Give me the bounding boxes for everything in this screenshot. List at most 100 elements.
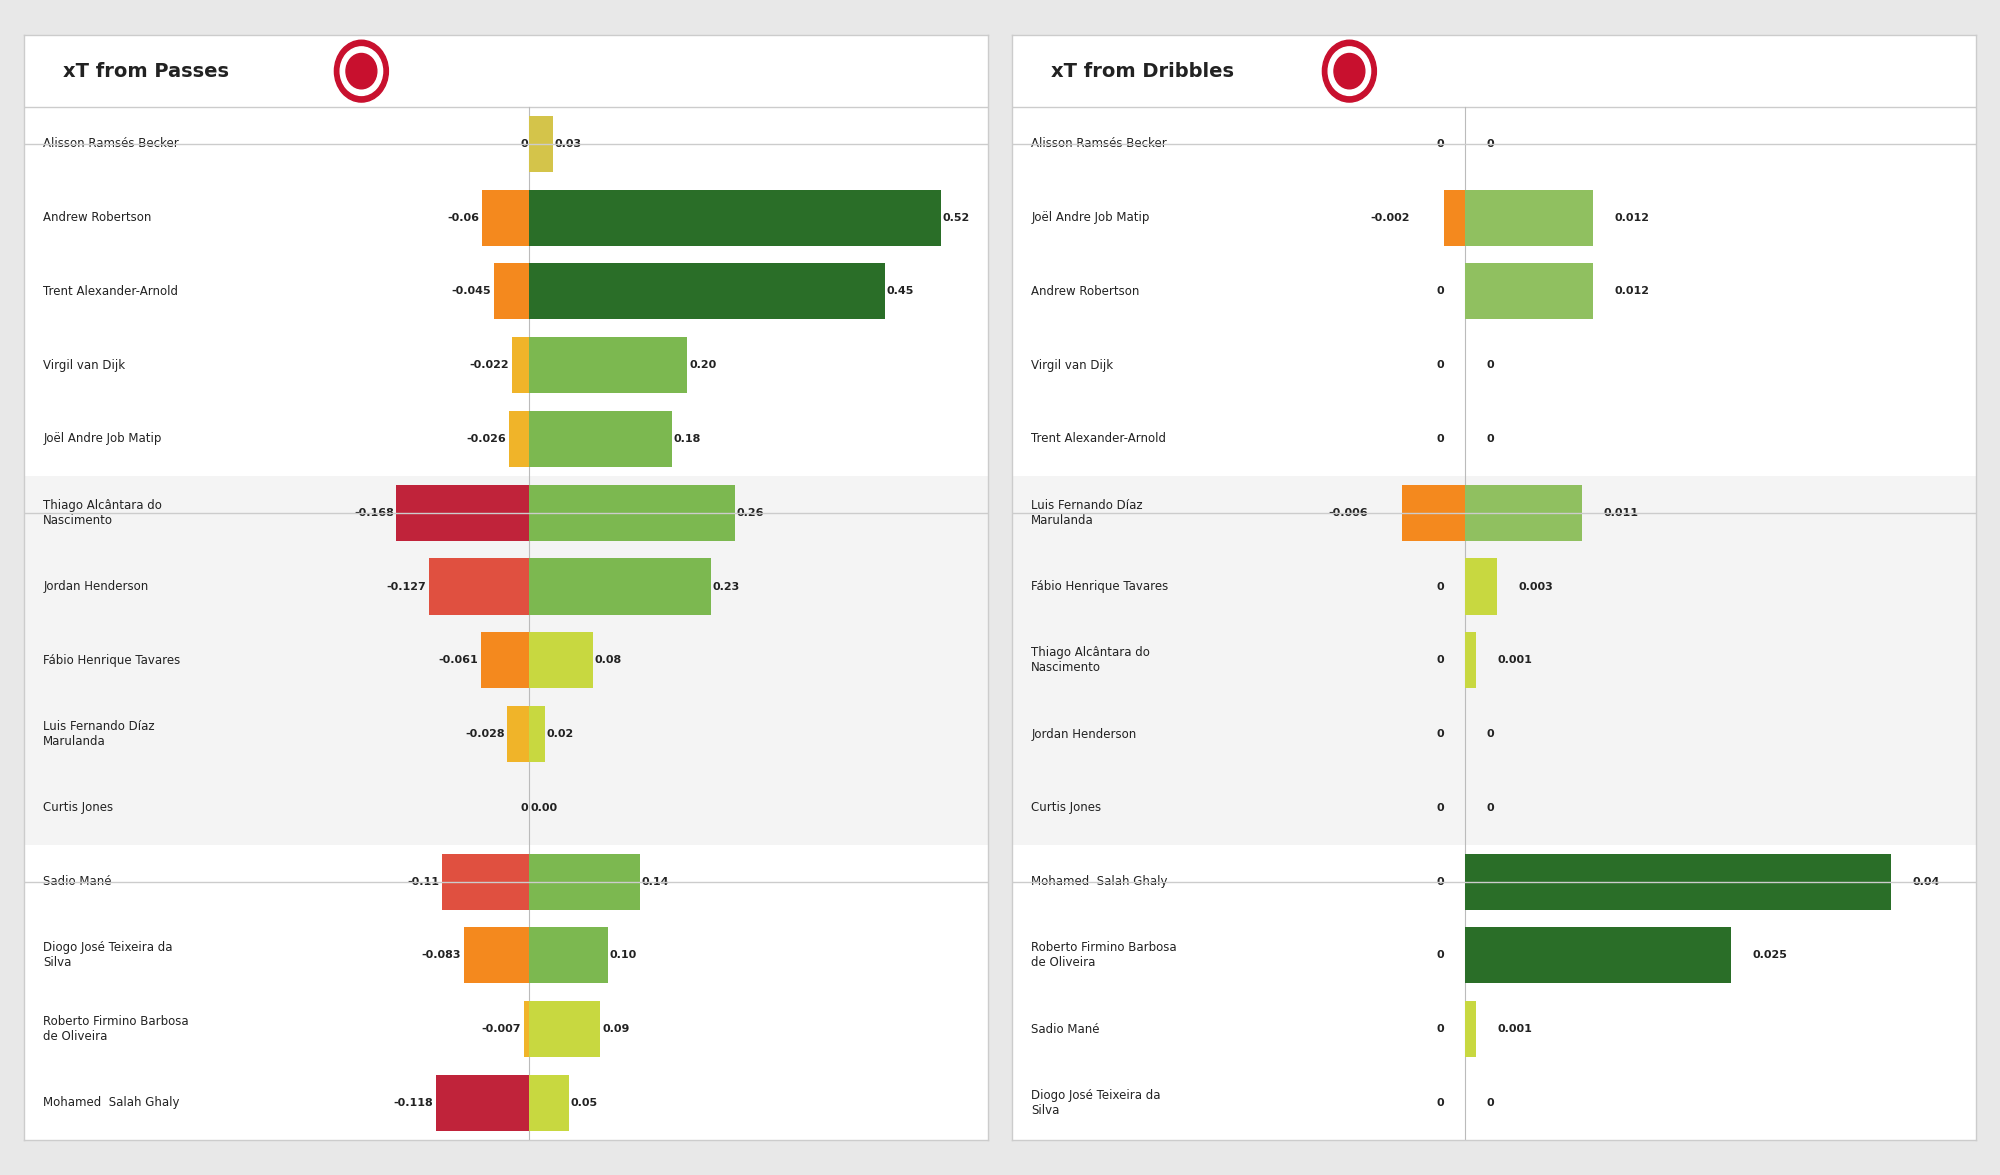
Text: 0: 0 xyxy=(1486,361,1494,370)
Bar xyxy=(1466,632,1476,689)
Text: 0.03: 0.03 xyxy=(554,139,582,149)
Bar xyxy=(24,771,988,845)
Text: 0.09: 0.09 xyxy=(602,1025,630,1034)
Text: Fábio Henrique Tavares: Fábio Henrique Tavares xyxy=(44,653,180,666)
Bar xyxy=(1012,1066,1976,1140)
Text: Thiago Alcântara do
Nascimento: Thiago Alcântara do Nascimento xyxy=(44,498,162,526)
Circle shape xyxy=(1328,47,1370,95)
Text: 0.003: 0.003 xyxy=(1518,582,1554,591)
Bar xyxy=(1466,558,1498,615)
Bar xyxy=(24,476,988,550)
Bar xyxy=(1466,1001,1476,1058)
Text: 0: 0 xyxy=(1436,1025,1444,1034)
Bar xyxy=(24,1066,988,1140)
Text: 0: 0 xyxy=(1436,656,1444,665)
Bar xyxy=(524,1001,530,1058)
Text: -0.028: -0.028 xyxy=(464,728,504,739)
Bar xyxy=(24,919,988,992)
Text: 0.14: 0.14 xyxy=(642,877,670,887)
Text: -0.026: -0.026 xyxy=(466,434,506,444)
Text: -0.022: -0.022 xyxy=(470,361,510,370)
Text: Fábio Henrique Tavares: Fábio Henrique Tavares xyxy=(1032,580,1168,593)
Bar xyxy=(24,845,988,919)
Text: Thiago Alcântara do
Nascimento: Thiago Alcântara do Nascimento xyxy=(1032,646,1150,674)
Text: 0.23: 0.23 xyxy=(712,582,740,591)
Text: Roberto Firmino Barbosa
de Oliveira: Roberto Firmino Barbosa de Oliveira xyxy=(44,1015,188,1043)
Bar xyxy=(530,337,688,394)
Bar xyxy=(24,35,988,107)
Bar xyxy=(530,263,886,320)
Bar xyxy=(1466,927,1732,983)
Text: Alisson Ramsés Becker: Alisson Ramsés Becker xyxy=(44,137,180,150)
Bar xyxy=(396,485,530,540)
Text: 0.04: 0.04 xyxy=(1912,877,1940,887)
Text: 0: 0 xyxy=(1486,1097,1494,1108)
Text: Luis Fernando Díaz
Marulanda: Luis Fernando Díaz Marulanda xyxy=(1032,498,1142,526)
Text: Curtis Jones: Curtis Jones xyxy=(44,801,114,814)
Bar xyxy=(1012,697,1976,771)
Bar xyxy=(530,927,608,983)
Text: Mohamed  Salah Ghaly: Mohamed Salah Ghaly xyxy=(1032,875,1168,888)
Bar xyxy=(530,1075,568,1130)
Bar xyxy=(24,550,988,624)
Text: -0.007: -0.007 xyxy=(482,1025,522,1034)
Text: 0.012: 0.012 xyxy=(1614,213,1650,223)
Text: 0.025: 0.025 xyxy=(1752,951,1788,960)
Text: 0.26: 0.26 xyxy=(736,508,764,518)
Bar xyxy=(530,116,552,172)
Bar xyxy=(1012,550,1976,624)
Bar xyxy=(530,853,640,909)
Text: 0: 0 xyxy=(1436,877,1444,887)
Text: Trent Alexander-Arnold: Trent Alexander-Arnold xyxy=(44,286,178,298)
Bar xyxy=(442,853,530,909)
Text: -0.006: -0.006 xyxy=(1328,508,1368,518)
Text: 0.52: 0.52 xyxy=(942,213,970,223)
Bar xyxy=(1012,476,1976,550)
Text: Mohamed  Salah Ghaly: Mohamed Salah Ghaly xyxy=(44,1096,180,1109)
Bar xyxy=(24,992,988,1066)
Text: -0.127: -0.127 xyxy=(386,582,426,591)
Text: 0: 0 xyxy=(1436,728,1444,739)
Bar xyxy=(1402,485,1466,540)
Text: 0.20: 0.20 xyxy=(690,361,716,370)
Bar xyxy=(1012,328,1976,402)
Bar xyxy=(1012,771,1976,845)
Text: xT from Passes: xT from Passes xyxy=(62,61,228,81)
Circle shape xyxy=(1322,40,1376,102)
Text: Roberto Firmino Barbosa
de Oliveira: Roberto Firmino Barbosa de Oliveira xyxy=(1032,941,1176,969)
Text: Virgil van Dijk: Virgil van Dijk xyxy=(44,358,126,371)
Bar xyxy=(1012,255,1976,328)
Text: Luis Fernando Díaz
Marulanda: Luis Fernando Díaz Marulanda xyxy=(44,720,154,748)
Text: Andrew Robertson: Andrew Robertson xyxy=(44,212,152,224)
Bar xyxy=(1466,853,1890,909)
Text: 0: 0 xyxy=(1436,1097,1444,1108)
Circle shape xyxy=(334,40,388,102)
Text: -0.061: -0.061 xyxy=(438,656,478,665)
Text: 0: 0 xyxy=(1486,728,1494,739)
Text: Joël Andre Job Matip: Joël Andre Job Matip xyxy=(44,432,162,445)
Bar xyxy=(530,189,940,246)
Text: 0: 0 xyxy=(1436,951,1444,960)
Bar xyxy=(530,1001,600,1058)
Bar xyxy=(1012,107,1976,181)
Text: 0: 0 xyxy=(1436,139,1444,149)
Circle shape xyxy=(340,47,382,95)
Text: 0: 0 xyxy=(1486,803,1494,813)
Bar xyxy=(24,181,988,255)
Bar xyxy=(1466,485,1582,540)
Bar xyxy=(24,107,988,181)
Bar xyxy=(24,328,988,402)
Bar xyxy=(512,337,530,394)
Bar xyxy=(1466,263,1594,320)
Text: 0.05: 0.05 xyxy=(570,1097,598,1108)
Bar xyxy=(24,255,988,328)
Text: 0: 0 xyxy=(1436,287,1444,296)
Text: -0.11: -0.11 xyxy=(408,877,440,887)
Bar xyxy=(428,558,530,615)
Text: 0.45: 0.45 xyxy=(886,287,914,296)
Bar xyxy=(24,402,988,476)
Bar xyxy=(1444,189,1466,246)
Text: 0.08: 0.08 xyxy=(594,656,622,665)
Bar xyxy=(482,189,530,246)
Bar xyxy=(508,411,530,466)
